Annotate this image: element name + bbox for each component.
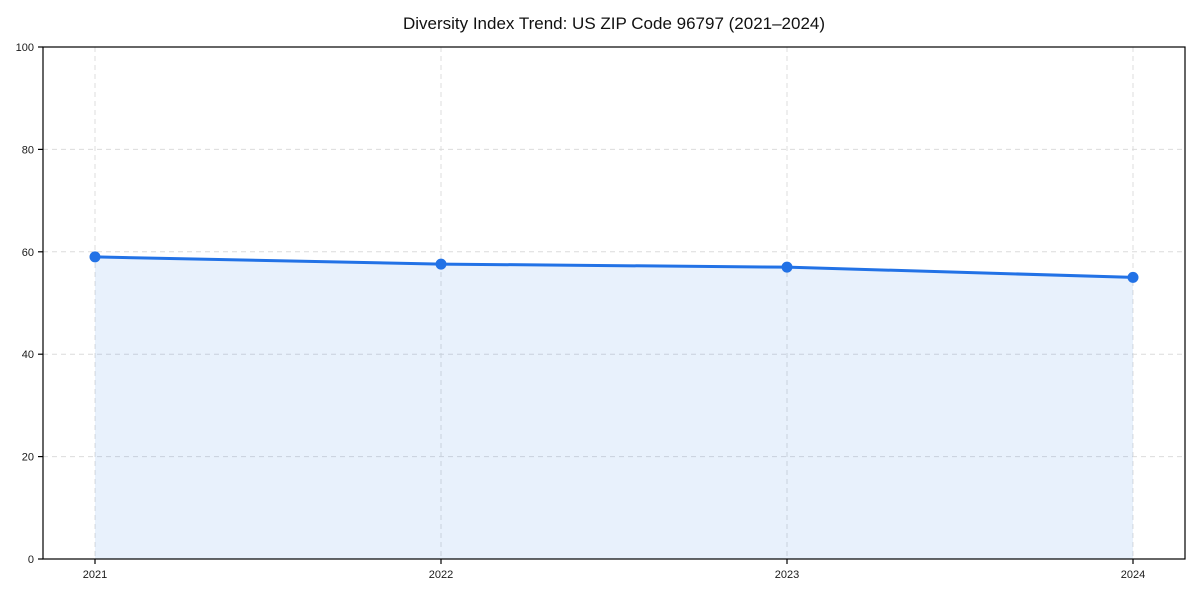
y-tick-label: 60 bbox=[22, 247, 34, 259]
x-tick-label: 2023 bbox=[775, 569, 799, 581]
y-tick-label: 0 bbox=[28, 554, 34, 566]
data-point bbox=[1127, 271, 1139, 283]
series-line bbox=[93, 255, 1135, 279]
y-tick-label: 20 bbox=[22, 452, 34, 464]
x-tick-label: 2024 bbox=[1121, 569, 1145, 581]
data-point bbox=[781, 261, 793, 273]
data-point bbox=[435, 258, 447, 270]
area-fill bbox=[95, 256, 1133, 559]
x-tick-label: 2022 bbox=[429, 569, 453, 581]
data-point bbox=[89, 251, 101, 263]
chart-title: Diversity Index Trend: US ZIP Code 96797… bbox=[402, 14, 826, 33]
x-tick-label: 2021 bbox=[83, 569, 107, 581]
y-tick-label: 80 bbox=[22, 144, 34, 156]
y-tick-label: 40 bbox=[22, 349, 34, 361]
y-tick-label: 100 bbox=[16, 42, 34, 54]
plot-box bbox=[42, 46, 1186, 560]
